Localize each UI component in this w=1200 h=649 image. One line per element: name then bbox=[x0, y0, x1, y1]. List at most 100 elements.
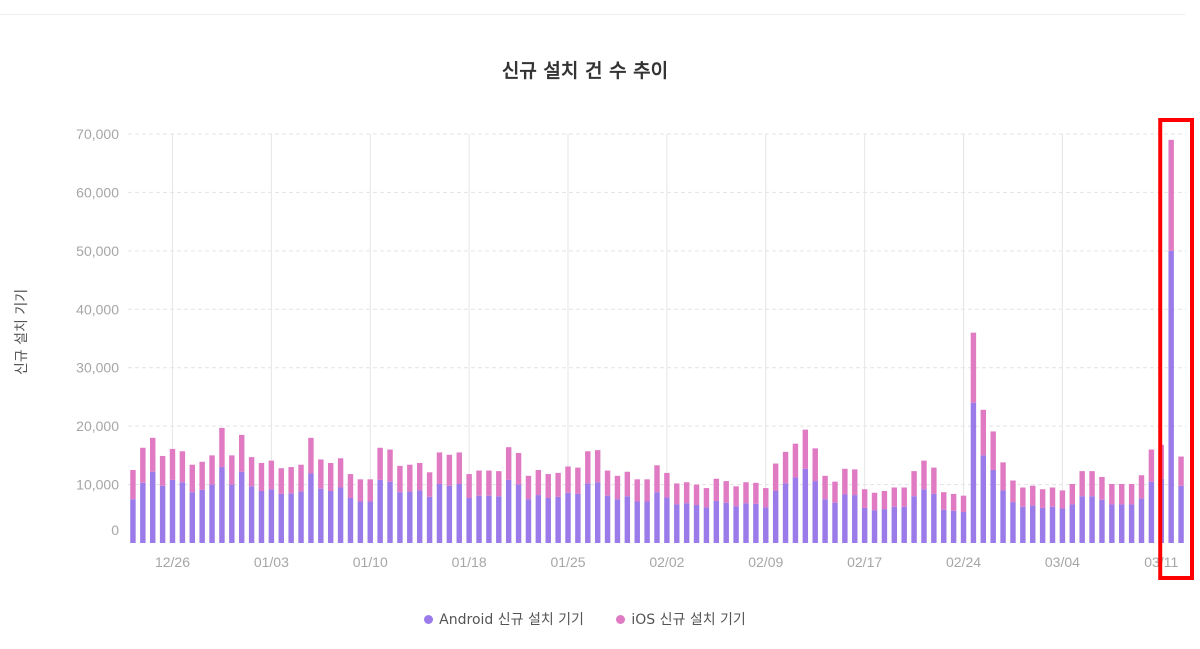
bar-ios[interactable] bbox=[743, 482, 749, 504]
bar-ios[interactable] bbox=[812, 448, 818, 482]
bar-android[interactable] bbox=[367, 501, 373, 543]
bar-ios[interactable] bbox=[525, 475, 532, 500]
bar-android[interactable] bbox=[1020, 506, 1026, 543]
bar-android[interactable] bbox=[1010, 502, 1016, 543]
bar-android[interactable] bbox=[496, 496, 502, 543]
bar-android[interactable] bbox=[1148, 481, 1155, 543]
bar-ios[interactable] bbox=[614, 475, 621, 500]
bar-ios[interactable] bbox=[377, 447, 383, 480]
bar-ios[interactable] bbox=[1148, 449, 1155, 482]
bar-ios[interactable] bbox=[565, 466, 571, 493]
bar-ios[interactable] bbox=[238, 434, 245, 472]
bar-ios[interactable] bbox=[1168, 139, 1174, 251]
bar-ios[interactable] bbox=[1059, 490, 1066, 509]
bar-android[interactable] bbox=[456, 483, 462, 543]
bar-android[interactable] bbox=[1089, 496, 1095, 543]
bar-ios[interactable] bbox=[416, 462, 423, 491]
bar-android[interactable] bbox=[1109, 504, 1115, 543]
bar-ios[interactable] bbox=[496, 471, 502, 497]
bar-android[interactable] bbox=[258, 490, 265, 543]
bar-ios[interactable] bbox=[634, 479, 640, 502]
bar-android[interactable] bbox=[486, 495, 492, 543]
bar-ios[interactable] bbox=[980, 409, 987, 456]
bar-android[interactable] bbox=[278, 493, 284, 543]
bar-ios[interactable] bbox=[1000, 462, 1006, 491]
bar-ios[interactable] bbox=[674, 483, 680, 505]
bar-android[interactable] bbox=[288, 493, 294, 543]
bar-android[interactable] bbox=[1138, 498, 1145, 543]
bar-android[interactable] bbox=[318, 488, 324, 543]
bar-android[interactable] bbox=[624, 496, 631, 543]
bar-ios[interactable] bbox=[1138, 475, 1145, 499]
bar-android[interactable] bbox=[950, 510, 957, 543]
bar-ios[interactable] bbox=[545, 474, 551, 499]
bar-ios[interactable] bbox=[268, 460, 275, 490]
bar-android[interactable] bbox=[575, 493, 581, 543]
bar-ios[interactable] bbox=[960, 495, 967, 513]
bar-ios[interactable] bbox=[941, 492, 947, 510]
bar-android[interactable] bbox=[970, 402, 977, 543]
bar-android[interactable] bbox=[604, 495, 611, 543]
bar-android[interactable] bbox=[357, 501, 364, 543]
bar-android[interactable] bbox=[565, 492, 571, 543]
bar-ios[interactable] bbox=[802, 429, 809, 469]
bar-ios[interactable] bbox=[713, 478, 720, 501]
bar-android[interactable] bbox=[387, 481, 393, 543]
bar-android[interactable] bbox=[664, 497, 670, 543]
bar-android[interactable] bbox=[980, 455, 987, 543]
bar-ios[interactable] bbox=[407, 464, 413, 492]
bar-ios[interactable] bbox=[1010, 480, 1016, 503]
bar-ios[interactable] bbox=[891, 487, 898, 507]
bar-android[interactable] bbox=[723, 502, 729, 543]
bar-ios[interactable] bbox=[575, 467, 581, 494]
bar-ios[interactable] bbox=[426, 472, 433, 497]
bar-android[interactable] bbox=[219, 467, 225, 543]
bar-ios[interactable] bbox=[871, 492, 878, 511]
bar-android[interactable] bbox=[941, 509, 947, 543]
bar-ios[interactable] bbox=[229, 455, 235, 485]
bar-ios[interactable] bbox=[1089, 471, 1095, 497]
bar-ios[interactable] bbox=[931, 467, 937, 494]
bar-android[interactable] bbox=[743, 503, 749, 543]
bar-ios[interactable] bbox=[515, 453, 522, 485]
bar-ios[interactable] bbox=[219, 427, 225, 468]
bar-android[interactable] bbox=[1000, 490, 1006, 543]
bar-android[interactable] bbox=[248, 486, 255, 543]
bar-ios[interactable] bbox=[130, 469, 136, 500]
bar-android[interactable] bbox=[614, 499, 621, 543]
bar-android[interactable] bbox=[871, 510, 878, 543]
bar-ios[interactable] bbox=[179, 451, 186, 483]
bar-android[interactable] bbox=[654, 492, 660, 543]
bar-android[interactable] bbox=[1030, 505, 1036, 543]
bar-ios[interactable] bbox=[822, 475, 828, 500]
bar-ios[interactable] bbox=[436, 452, 443, 484]
bar-android[interactable] bbox=[782, 483, 789, 543]
bar-android[interactable] bbox=[436, 483, 443, 543]
bar-ios[interactable] bbox=[248, 457, 255, 487]
bar-android[interactable] bbox=[772, 490, 779, 543]
bar-android[interactable] bbox=[634, 501, 640, 543]
bar-android[interactable] bbox=[911, 496, 917, 543]
bar-android[interactable] bbox=[1069, 504, 1076, 543]
bar-android[interactable] bbox=[159, 485, 166, 543]
bar-android[interactable] bbox=[1178, 485, 1184, 543]
bar-android[interactable] bbox=[525, 499, 532, 543]
bar-android[interactable] bbox=[931, 493, 937, 543]
bar-android[interactable] bbox=[861, 507, 868, 543]
bar-ios[interactable] bbox=[209, 455, 215, 485]
bar-ios[interactable] bbox=[594, 450, 601, 483]
bar-android[interactable] bbox=[130, 499, 136, 543]
bar-ios[interactable] bbox=[505, 447, 512, 480]
bar-ios[interactable] bbox=[446, 454, 453, 486]
bar-android[interactable] bbox=[377, 479, 383, 543]
bar-android[interactable] bbox=[703, 507, 710, 543]
bar-ios[interactable] bbox=[703, 488, 710, 508]
bar-ios[interactable] bbox=[921, 460, 927, 490]
bar-android[interactable] bbox=[644, 501, 650, 543]
bar-android[interactable] bbox=[308, 473, 314, 543]
bar-ios[interactable] bbox=[664, 472, 670, 498]
bar-ios[interactable] bbox=[486, 470, 492, 496]
bar-ios[interactable] bbox=[159, 455, 166, 486]
bar-android[interactable] bbox=[822, 499, 828, 543]
bar-android[interactable] bbox=[713, 500, 720, 543]
